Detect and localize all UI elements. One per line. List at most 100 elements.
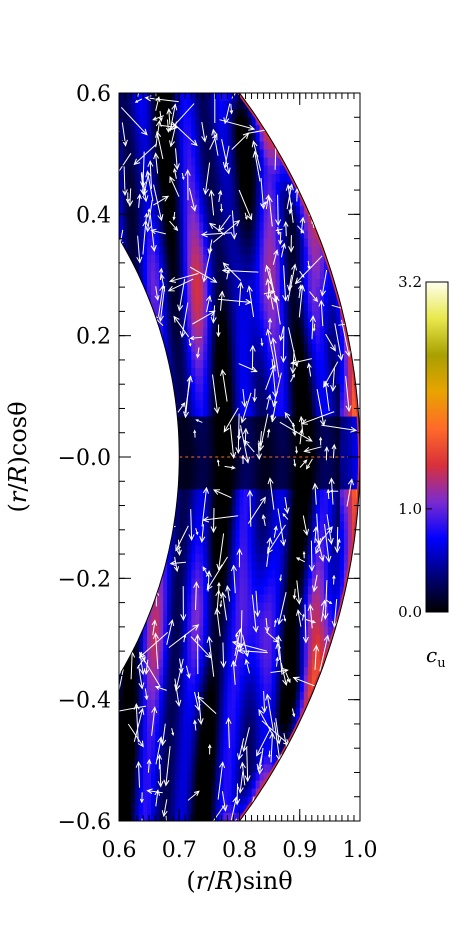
field-cell xyxy=(287,683,293,693)
field-cell xyxy=(263,570,269,579)
field-cell xyxy=(227,408,232,418)
field-cell xyxy=(215,133,220,143)
vector-arrow xyxy=(166,619,175,645)
field-cell xyxy=(195,214,200,223)
field-cell xyxy=(163,222,168,232)
field-cell xyxy=(235,246,241,256)
field-cell xyxy=(191,125,196,135)
field-cell xyxy=(311,675,317,685)
field-cell xyxy=(259,610,265,620)
field-cell xyxy=(267,182,273,191)
field-cell xyxy=(251,424,257,434)
field-cell xyxy=(307,303,313,312)
field-cell xyxy=(327,610,333,620)
field-cell xyxy=(215,667,220,676)
field-cell xyxy=(139,214,144,223)
vector-arrow xyxy=(219,600,223,608)
field-cell xyxy=(183,400,188,410)
field-cell xyxy=(163,295,168,304)
vector-arrow xyxy=(217,189,223,203)
vector-arrow xyxy=(323,361,339,388)
field-cell xyxy=(155,675,160,685)
field-cell xyxy=(219,440,224,450)
field-cell xyxy=(259,481,265,490)
field-cell xyxy=(275,416,281,426)
vector-arrow xyxy=(328,477,335,505)
field-cell xyxy=(255,635,261,644)
field-cell xyxy=(215,125,220,135)
field-cell xyxy=(291,659,297,668)
field-cell xyxy=(203,748,208,757)
field-cell xyxy=(287,376,293,385)
field-cell xyxy=(147,141,152,151)
field-cell xyxy=(203,537,208,547)
field-cell xyxy=(299,546,305,555)
field-cell xyxy=(227,432,232,442)
field-cell xyxy=(203,141,208,151)
vector-arrow xyxy=(299,216,306,234)
field-cell xyxy=(339,562,345,571)
field-cell xyxy=(251,537,257,547)
field-cell xyxy=(151,804,156,814)
field-cell xyxy=(303,586,309,596)
field-cell xyxy=(131,101,136,110)
field-cell xyxy=(243,214,249,223)
field-cell xyxy=(203,149,208,159)
field-cell xyxy=(151,740,156,749)
field-cell xyxy=(267,513,273,523)
field-cell xyxy=(291,707,297,717)
field-cell xyxy=(319,408,325,418)
field-cell xyxy=(219,133,224,143)
field-cell xyxy=(263,521,269,531)
field-cell xyxy=(179,198,184,207)
field-cell xyxy=(187,610,192,620)
field-cell xyxy=(175,351,180,361)
field-cell xyxy=(235,190,241,199)
field-cell xyxy=(203,473,208,482)
field-cell xyxy=(219,505,224,515)
field-cell xyxy=(175,554,180,563)
field-cell xyxy=(243,246,249,256)
field-cell xyxy=(159,101,164,110)
field-cell xyxy=(163,651,168,660)
field-cell xyxy=(295,198,301,207)
field-cell xyxy=(215,359,220,369)
field-cell xyxy=(155,626,160,636)
field-cell xyxy=(135,683,140,693)
field-cell xyxy=(183,804,188,814)
field-cell xyxy=(195,190,200,199)
field-cell xyxy=(303,521,309,531)
field-cell xyxy=(171,432,176,442)
field-cell xyxy=(135,699,140,709)
field-cell xyxy=(199,715,204,725)
field-cell xyxy=(263,489,269,499)
field-cell xyxy=(291,715,297,725)
field-cell xyxy=(295,311,301,321)
field-cell xyxy=(335,368,341,377)
field-cell xyxy=(307,497,313,507)
field-cell xyxy=(171,570,176,579)
field-cell xyxy=(287,473,293,482)
field-cell xyxy=(207,570,212,579)
field-cell xyxy=(215,287,220,296)
field-cell xyxy=(191,505,196,515)
field-cell xyxy=(243,173,249,183)
vector-arrow xyxy=(183,633,187,643)
field-cell xyxy=(159,659,164,668)
field-cell xyxy=(275,343,281,353)
field-cell xyxy=(231,707,237,717)
field-cell xyxy=(191,416,196,426)
vector-arrow xyxy=(242,634,250,658)
field-cell xyxy=(295,457,301,466)
field-cell xyxy=(171,101,176,110)
field-cell xyxy=(143,230,148,240)
field-cell xyxy=(199,157,204,167)
field-cell xyxy=(167,182,172,191)
field-cell xyxy=(151,651,156,660)
field-cell xyxy=(352,505,357,515)
vector-arrow xyxy=(222,262,242,281)
vector-arrow xyxy=(193,719,197,731)
field-cell xyxy=(187,748,192,757)
field-cell xyxy=(139,635,144,644)
field-cell xyxy=(215,554,220,563)
